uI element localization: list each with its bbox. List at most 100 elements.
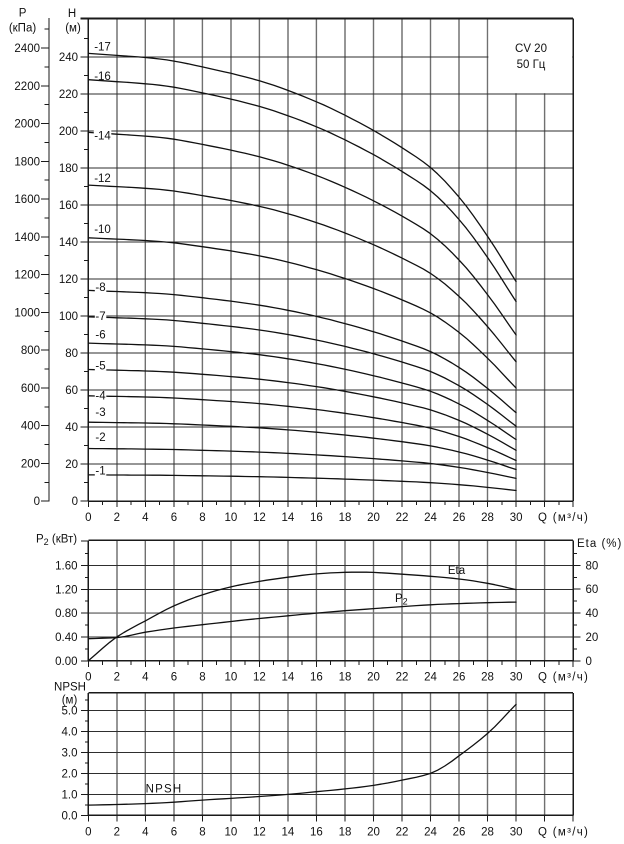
svg-text:1600: 1600	[14, 194, 40, 206]
svg-text:Q (м³/ч): Q (м³/ч)	[538, 512, 589, 524]
svg-text:240: 240	[59, 52, 78, 64]
svg-text:6: 6	[171, 512, 177, 524]
svg-text:-12: -12	[94, 173, 111, 185]
svg-text:16: 16	[310, 671, 323, 683]
svg-text:20: 20	[586, 632, 599, 644]
svg-text:NPSH: NPSH	[146, 784, 183, 796]
svg-text:14: 14	[282, 826, 295, 838]
svg-text:0: 0	[85, 826, 91, 838]
svg-text:24: 24	[424, 671, 437, 683]
svg-text:20: 20	[65, 459, 78, 471]
svg-text:1400: 1400	[14, 232, 40, 244]
svg-text:22: 22	[396, 671, 409, 683]
svg-text:4: 4	[142, 826, 149, 838]
svg-text:4: 4	[142, 512, 149, 524]
svg-text:0: 0	[85, 671, 91, 683]
svg-text:-16: -16	[94, 71, 111, 83]
svg-text:140: 140	[59, 237, 78, 249]
svg-text:0: 0	[72, 496, 78, 508]
svg-text:28: 28	[481, 826, 494, 838]
svg-text:6: 6	[171, 826, 177, 838]
svg-text:80: 80	[586, 560, 599, 572]
svg-text:0.40: 0.40	[55, 632, 77, 644]
svg-text:30: 30	[510, 826, 523, 838]
svg-text:5.0: 5.0	[62, 705, 78, 717]
svg-text:18: 18	[339, 826, 352, 838]
svg-text:0: 0	[85, 512, 91, 524]
svg-text:30: 30	[510, 671, 523, 683]
svg-text:14: 14	[282, 671, 295, 683]
svg-text:1800: 1800	[14, 156, 40, 168]
svg-text:30: 30	[510, 512, 523, 524]
svg-text:8: 8	[199, 512, 205, 524]
svg-text:12: 12	[253, 826, 266, 838]
svg-text:22: 22	[396, 826, 409, 838]
svg-text:28: 28	[481, 512, 494, 524]
svg-text:26: 26	[453, 512, 466, 524]
svg-text:28: 28	[481, 671, 494, 683]
svg-text:16: 16	[310, 826, 323, 838]
svg-text:200: 200	[59, 126, 78, 138]
svg-text:3.0: 3.0	[62, 747, 78, 759]
svg-text:0.80: 0.80	[55, 608, 77, 620]
svg-text:40: 40	[586, 608, 599, 620]
svg-text:10: 10	[225, 826, 238, 838]
svg-text:Eta: Eta	[448, 565, 466, 577]
svg-text:10: 10	[225, 671, 238, 683]
svg-text:24: 24	[424, 512, 437, 524]
svg-text:2400: 2400	[14, 43, 40, 55]
svg-text:1000: 1000	[14, 307, 40, 319]
svg-text:16: 16	[310, 512, 323, 524]
svg-text:-1: -1	[95, 466, 105, 478]
svg-text:20: 20	[367, 671, 380, 683]
svg-text:0.0: 0.0	[62, 810, 78, 822]
svg-text:P2: P2	[395, 593, 408, 607]
svg-text:2.0: 2.0	[62, 768, 78, 780]
svg-text:-14: -14	[94, 131, 111, 143]
svg-text:20: 20	[367, 826, 380, 838]
svg-text:P2 (кВт): P2 (кВт)	[36, 534, 77, 548]
svg-text:60: 60	[65, 385, 78, 397]
svg-text:4.0: 4.0	[62, 726, 78, 738]
svg-text:NPSH: NPSH	[54, 682, 86, 694]
svg-text:0.00: 0.00	[55, 656, 77, 668]
svg-text:8: 8	[199, 671, 205, 683]
svg-text:200: 200	[21, 458, 40, 470]
svg-text:(кПа): (кПа)	[9, 22, 37, 34]
svg-text:CV 20: CV 20	[515, 43, 547, 55]
svg-text:120: 120	[59, 274, 78, 286]
svg-text:6: 6	[171, 671, 177, 683]
svg-text:600: 600	[21, 383, 40, 395]
svg-text:12: 12	[253, 671, 266, 683]
svg-text:800: 800	[21, 345, 40, 357]
svg-text:160: 160	[59, 200, 78, 212]
svg-text:1.60: 1.60	[55, 560, 77, 572]
svg-text:0: 0	[34, 496, 40, 508]
svg-text:100: 100	[59, 311, 78, 323]
svg-text:12: 12	[253, 512, 266, 524]
svg-text:0: 0	[586, 656, 592, 668]
svg-text:H: H	[68, 8, 76, 20]
svg-text:(м): (м)	[65, 22, 81, 34]
svg-text:14: 14	[282, 512, 295, 524]
svg-text:2: 2	[114, 671, 120, 683]
svg-text:-10: -10	[94, 224, 111, 236]
svg-text:-7: -7	[95, 311, 105, 323]
svg-text:-2: -2	[95, 432, 105, 444]
svg-text:26: 26	[453, 826, 466, 838]
svg-text:Q (м³/ч): Q (м³/ч)	[538, 826, 589, 838]
svg-text:8: 8	[199, 826, 205, 838]
svg-text:1.20: 1.20	[55, 584, 77, 596]
svg-text:-5: -5	[95, 361, 105, 373]
svg-text:P: P	[19, 8, 27, 20]
svg-text:60: 60	[586, 584, 599, 596]
svg-text:(м): (м)	[62, 695, 78, 707]
svg-text:Eta (%): Eta (%)	[577, 538, 622, 550]
svg-text:400: 400	[21, 421, 40, 433]
svg-text:1.0: 1.0	[62, 789, 78, 801]
svg-text:18: 18	[339, 671, 352, 683]
svg-text:-17: -17	[94, 42, 111, 54]
svg-text:Q (м³/ч): Q (м³/ч)	[538, 671, 589, 683]
svg-text:26: 26	[453, 671, 466, 683]
svg-text:80: 80	[65, 348, 78, 360]
